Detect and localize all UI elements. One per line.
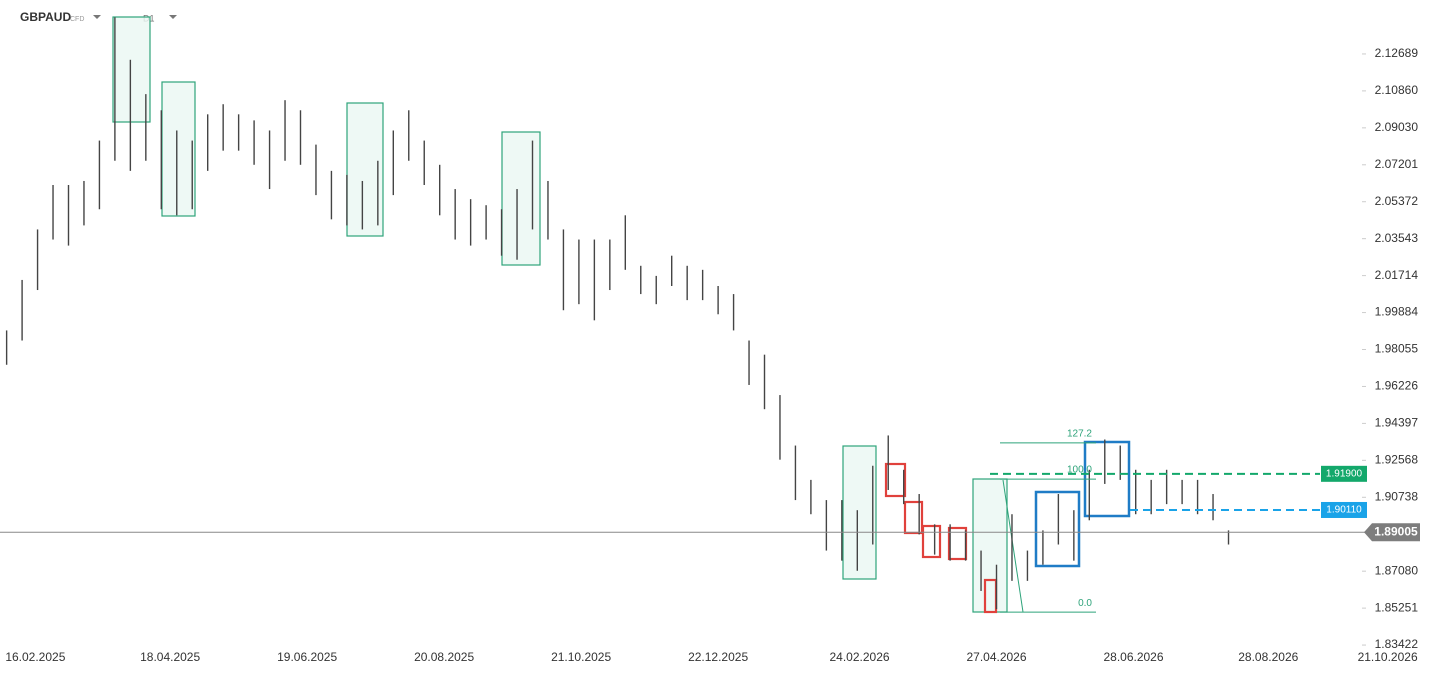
x-tick-label: 24.02.2026 (829, 650, 889, 664)
zone-box[interactable] (501, 131, 541, 266)
x-tick-label: 21.10.2025 (551, 650, 611, 664)
y-tick-label: 1.98055 (1375, 342, 1419, 356)
x-tick-label: 28.08.2026 (1238, 650, 1298, 664)
price-line-label: 1.91900 (1326, 468, 1363, 479)
y-tick-label: 2.10860 (1375, 83, 1419, 97)
x-tick-label: 16.02.2025 (5, 650, 65, 664)
fib-label: 0.0 (1078, 598, 1092, 609)
symbol-kind: CFD (70, 16, 84, 23)
fib-trend[interactable] (1002, 479, 1024, 613)
x-tick-label: 18.04.2025 (140, 650, 200, 664)
y-tick-label: 1.96226 (1375, 379, 1419, 393)
y-tick-label: 2.01714 (1375, 268, 1419, 282)
y-tick-label: 1.83422 (1375, 637, 1419, 651)
symbol[interactable]: GBPAUD (20, 10, 71, 24)
zone-box[interactable] (842, 445, 877, 580)
y-tick-label: 2.09030 (1375, 120, 1419, 134)
red-box[interactable] (884, 462, 907, 498)
y-tick-label: 1.92568 (1375, 453, 1419, 467)
fib-label: 127.2 (1067, 429, 1092, 440)
dropdown[interactable] (169, 15, 177, 19)
zone-box[interactable] (161, 81, 196, 217)
x-tick-label: 28.06.2026 (1103, 650, 1163, 664)
zone-box[interactable] (346, 102, 384, 237)
red-box[interactable] (921, 524, 942, 559)
y-tick-label: 2.05372 (1375, 194, 1419, 208)
zone-box[interactable] (112, 16, 151, 123)
y-tick-label: 1.99884 (1375, 305, 1419, 319)
drawings (112, 16, 1131, 614)
y-tick-label: 2.03543 (1375, 231, 1419, 245)
x-tick-label: 19.06.2025 (277, 650, 337, 664)
x-tick-label: 22.12.2025 (688, 650, 748, 664)
current-price-tag (1364, 523, 1420, 542)
zone-box[interactable] (972, 478, 1008, 613)
x-tick-label: 27.04.2026 (966, 650, 1026, 664)
dropdown[interactable] (93, 15, 101, 19)
price-line-label: 1.90110 (1326, 505, 1362, 516)
y-tick-label: 1.87080 (1375, 563, 1419, 577)
y-tick-label: 1.94397 (1375, 416, 1419, 430)
red-box[interactable] (903, 500, 924, 535)
y-tick-label: 1.85251 (1375, 600, 1419, 614)
blue-box[interactable] (1034, 490, 1081, 568)
y-tick-label: 2.12689 (1375, 46, 1419, 60)
current-price-label: 1.89005 (1374, 524, 1418, 538)
x-tick-label: 20.08.2025 (414, 650, 474, 664)
price-line-tag (1321, 501, 1367, 518)
fib-label: 100.0 (1067, 465, 1092, 476)
x-tick-label: 21.10.2026 (1358, 650, 1418, 664)
y-tick-label: 2.07201 (1375, 157, 1419, 171)
header: GBPAUD CFD D1 (20, 10, 177, 24)
y-tick-label: 1.90738 (1375, 489, 1419, 503)
price-line-tag (1321, 465, 1367, 482)
